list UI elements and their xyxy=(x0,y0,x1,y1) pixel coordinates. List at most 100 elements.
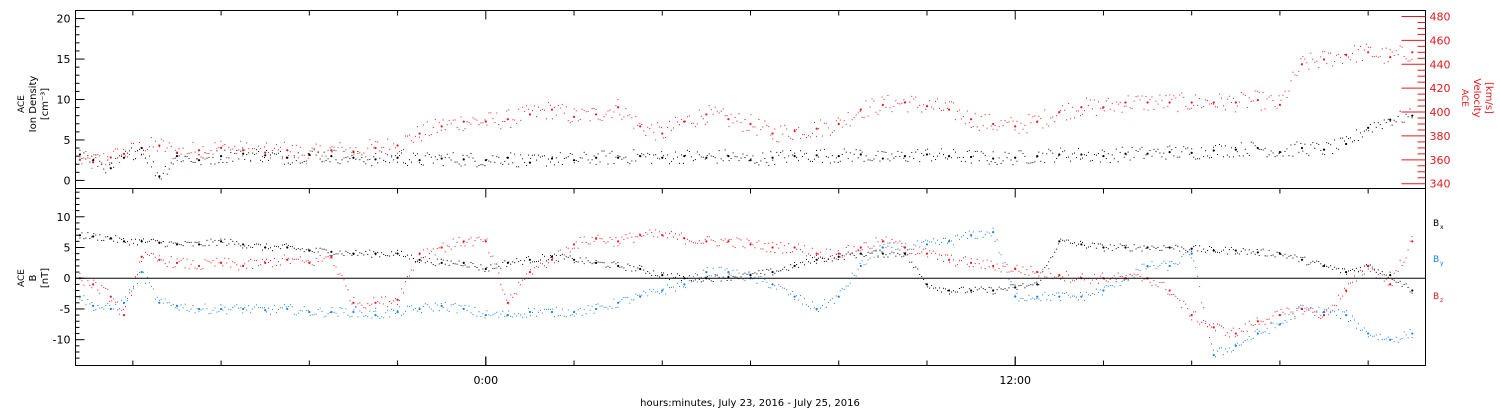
bz-sample xyxy=(1256,317,1258,319)
ion-density-sample xyxy=(1187,147,1189,149)
bz-sample xyxy=(960,260,962,262)
by-sample xyxy=(1405,334,1407,336)
ion-density-sample xyxy=(289,163,291,165)
bz-sample xyxy=(1260,320,1262,322)
velocity-sample xyxy=(1058,112,1060,114)
velocity-sample xyxy=(835,120,837,122)
bx-sample xyxy=(210,238,212,240)
bx-sample xyxy=(1353,270,1355,272)
velocity-sample xyxy=(412,141,414,143)
ion-density-sample xyxy=(99,160,101,162)
ion-density-sample xyxy=(1336,147,1338,149)
bz-sample xyxy=(925,248,927,250)
velocity-point xyxy=(197,149,201,152)
bz-sample xyxy=(555,260,557,262)
velocity-sample xyxy=(633,127,635,129)
by-sample xyxy=(994,240,996,242)
velocity-sample xyxy=(784,124,786,126)
bx-sample xyxy=(1199,245,1201,247)
bz-sample xyxy=(1095,278,1097,280)
bz-sample xyxy=(627,237,629,239)
ion-density-sample xyxy=(871,160,873,162)
bz-sample xyxy=(1300,304,1302,306)
bz-sample xyxy=(871,247,873,249)
bx-sample xyxy=(1262,248,1264,250)
velocity-sample xyxy=(335,150,337,152)
by-sample xyxy=(778,284,780,286)
bx-sample xyxy=(287,244,289,246)
by-point xyxy=(484,314,487,317)
by-sample xyxy=(913,244,915,246)
ion-density-sample xyxy=(1351,141,1353,143)
by-sample xyxy=(728,273,730,275)
velocity-sample xyxy=(1234,111,1236,113)
bx-point xyxy=(727,275,730,279)
by-sample xyxy=(919,246,921,248)
bx-sample xyxy=(397,249,399,251)
bx-sample xyxy=(754,272,756,274)
bx-sample xyxy=(393,254,395,256)
velocity-sample xyxy=(236,153,238,155)
velocity-sample xyxy=(631,117,633,119)
velocity-sample xyxy=(448,119,450,121)
bz-point xyxy=(1256,320,1259,323)
ion-density-sample xyxy=(353,152,355,154)
bx-sample xyxy=(960,286,962,288)
bz-point xyxy=(771,246,774,249)
bz-sample xyxy=(939,254,941,256)
ion-density-sample xyxy=(1175,146,1177,148)
bz-sample xyxy=(496,267,498,269)
bx-sample xyxy=(490,264,492,266)
by-sample xyxy=(365,314,367,316)
velocity-sample xyxy=(982,125,984,127)
by-sample xyxy=(526,316,528,318)
by-sample xyxy=(585,313,587,315)
bx-point xyxy=(1278,252,1282,255)
bz-sample xyxy=(887,245,889,247)
legend-bz-sub: z xyxy=(1440,297,1443,304)
bx-sample xyxy=(131,239,133,241)
ion-density-sample xyxy=(1395,121,1397,123)
bz-point xyxy=(462,240,465,243)
velocity-sample xyxy=(170,146,172,147)
ion-density-sample xyxy=(960,160,962,162)
ion-density-sample xyxy=(1074,152,1076,154)
by-sample xyxy=(960,236,962,238)
by-sample xyxy=(1087,294,1089,296)
bz-sample xyxy=(1083,279,1085,281)
velocity-sample xyxy=(692,122,694,124)
ion-density-sample xyxy=(885,151,887,153)
bx-sample xyxy=(446,260,448,262)
top-left-axis-title-line3: [cm⁻³] xyxy=(40,88,51,120)
bx-sample xyxy=(762,269,764,271)
bx-sample xyxy=(1125,244,1127,246)
bx-sample xyxy=(875,250,877,252)
bx-sample xyxy=(303,251,305,253)
ion-density-point xyxy=(308,153,311,156)
bx-sample xyxy=(1215,251,1216,253)
velocity-point xyxy=(1168,101,1171,104)
bx-sample xyxy=(538,260,540,262)
ion-density-sample xyxy=(1330,144,1332,146)
ion-density-sample xyxy=(210,163,212,165)
by-sample xyxy=(1175,263,1177,265)
ion-density-sample xyxy=(101,163,103,165)
by-sample xyxy=(547,308,549,310)
ion-density-sample xyxy=(728,160,730,162)
by-sample xyxy=(557,315,559,317)
bz-sample xyxy=(1074,280,1076,282)
velocity-sample xyxy=(444,129,446,131)
bx-sample xyxy=(1171,247,1173,249)
ion-density-sample xyxy=(377,162,379,164)
ion-density-sample xyxy=(819,149,821,151)
bz-point xyxy=(1058,274,1061,277)
velocity-point xyxy=(661,132,664,135)
bz-sample xyxy=(915,254,917,256)
by-sample xyxy=(611,307,613,309)
velocity-sample xyxy=(1338,53,1340,55)
velocity-sample xyxy=(1276,107,1278,109)
velocity-sample xyxy=(500,128,502,130)
bx-sample xyxy=(530,262,532,264)
bx-sample xyxy=(133,242,135,244)
ion-density-point xyxy=(242,152,245,155)
